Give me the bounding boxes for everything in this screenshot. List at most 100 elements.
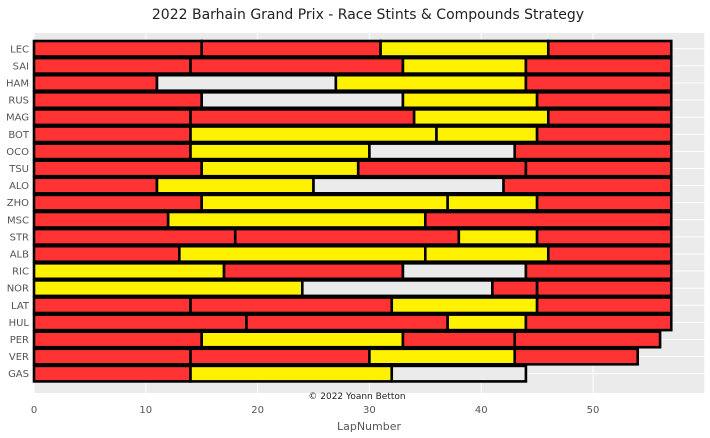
stint-bar-lat-2 bbox=[189, 296, 394, 315]
stint-bar-msc-2 bbox=[166, 210, 427, 229]
stint-bar-ver-2 bbox=[189, 347, 371, 366]
y-tick-label-nor: NOR bbox=[7, 284, 29, 295]
stint-bar-sai-4 bbox=[524, 56, 673, 75]
stint-bar-nor-1 bbox=[32, 279, 304, 298]
stint-bar-ham-3 bbox=[334, 73, 528, 92]
x-tick-label: 30 bbox=[363, 405, 376, 416]
stint-bar-mag-4 bbox=[546, 108, 673, 127]
y-tick-label-rus: RUS bbox=[8, 96, 29, 107]
stint-bar-rus-2 bbox=[200, 91, 405, 110]
y-tick-labels: LEC SAI HAM RUS MAG BOT OCO TSU ALO ZHO MSC STR ALB R… bbox=[6, 44, 30, 380]
x-tick-label: 50 bbox=[587, 405, 600, 416]
y-tick-label-ric: RIC bbox=[12, 267, 29, 278]
x-tick-labels: 0 10 20 30 40 50 bbox=[31, 405, 600, 416]
stint-bar-hul-2 bbox=[245, 313, 449, 332]
stint-bar-msc-3 bbox=[423, 210, 673, 229]
y-tick-label-oco: OCO bbox=[6, 147, 29, 158]
stint-bar-mag-2 bbox=[189, 108, 416, 127]
stint-bar-per-4 bbox=[513, 330, 662, 349]
y-tick-label-sai: SAI bbox=[13, 61, 29, 72]
y-tick-label-mag: MAG bbox=[6, 113, 29, 124]
stint-bar-alo-2 bbox=[155, 176, 315, 195]
stint-bar-nor-4 bbox=[535, 279, 673, 298]
stint-bar-ver-4 bbox=[513, 347, 640, 366]
y-tick-label-msc: MSC bbox=[7, 215, 29, 226]
x-axis-label: LapNumber bbox=[337, 420, 402, 433]
stint-bar-lat-1 bbox=[32, 296, 192, 315]
stint-bar-mag-3 bbox=[412, 108, 550, 127]
stint-bar-hul-1 bbox=[32, 313, 248, 332]
stint-bar-bot-4 bbox=[535, 125, 673, 144]
stint-bar-oco-4 bbox=[513, 142, 673, 161]
stint-bar-ric-3 bbox=[401, 261, 528, 281]
stint-bar-str-2 bbox=[233, 227, 461, 246]
stint-bar-bot-1 bbox=[32, 125, 192, 144]
stint-bar-mag-1 bbox=[32, 108, 192, 127]
stint-bar-sai-2 bbox=[189, 56, 405, 75]
copyright-annotation: © 2022 Yoann Betton bbox=[308, 392, 405, 402]
stint-bar-ver-1 bbox=[32, 347, 192, 366]
stint-bar-bot-3 bbox=[435, 125, 539, 144]
stint-bar-sai-1 bbox=[32, 56, 192, 75]
stint-bar-zho-4 bbox=[535, 193, 673, 212]
y-tick-label-ver: VER bbox=[9, 352, 29, 363]
stint-bar-ric-2 bbox=[222, 261, 405, 281]
stint-bar-ham-1 bbox=[32, 73, 159, 92]
y-tick-label-zho: ZHO bbox=[7, 198, 29, 209]
stint-bar-lec-3 bbox=[379, 39, 550, 58]
stint-bar-ver-3 bbox=[368, 347, 517, 366]
stint-bar-tsu-1 bbox=[32, 159, 203, 178]
stint-bar-gas-2 bbox=[189, 364, 394, 383]
y-tick-label-tsu: TSU bbox=[8, 164, 29, 175]
stint-bar-nor-2 bbox=[301, 279, 494, 298]
stint-bar-tsu-2 bbox=[200, 159, 360, 178]
stint-bar-hul-4 bbox=[524, 313, 673, 332]
stint-bar-alb-2 bbox=[178, 244, 427, 263]
x-tick-label: 10 bbox=[139, 405, 152, 416]
stint-bar-lat-3 bbox=[390, 296, 539, 315]
stint-bar-alo-1 bbox=[32, 176, 159, 195]
stint-bar-per-2 bbox=[200, 330, 405, 349]
stint-bar-str-4 bbox=[535, 227, 673, 246]
stint-bar-alb-3 bbox=[423, 244, 550, 263]
stint-bar-lec-4 bbox=[546, 39, 673, 58]
stint-bar-gas-3 bbox=[390, 364, 528, 383]
stint-bar-bot-2 bbox=[189, 125, 438, 144]
stint-bar-tsu-3 bbox=[356, 159, 528, 178]
x-tick-label: 20 bbox=[251, 405, 264, 416]
stint-bar-alo-3 bbox=[312, 176, 505, 195]
x-tick-label: 0 bbox=[31, 405, 37, 416]
stint-bar-rus-4 bbox=[535, 91, 673, 110]
stint-bar-gas-1 bbox=[32, 364, 192, 383]
stint-bar-ham-4 bbox=[524, 73, 673, 92]
stint-bar-zho-1 bbox=[32, 193, 203, 212]
y-tick-label-lec: LEC bbox=[10, 44, 29, 55]
y-tick-label-gas: GAS bbox=[8, 369, 29, 380]
stint-bars bbox=[32, 39, 673, 383]
y-tick-label-ham: HAM bbox=[6, 78, 29, 89]
stint-bar-nor-3 bbox=[491, 279, 539, 298]
stint-bar-oco-2 bbox=[189, 142, 371, 161]
stint-bar-zho-3 bbox=[446, 193, 539, 212]
stint-bar-rus-1 bbox=[32, 91, 203, 110]
y-tick-label-alb: ALB bbox=[10, 249, 29, 260]
y-tick-label-alo: ALO bbox=[9, 181, 29, 192]
stint-bar-sai-3 bbox=[401, 56, 528, 75]
chart-title: 2022 Barhain Grand Prix - Race Stints & … bbox=[152, 7, 584, 23]
stint-bar-rus-3 bbox=[401, 91, 539, 110]
stint-bar-lec-2 bbox=[200, 39, 382, 58]
stint-bar-lat-4 bbox=[535, 296, 673, 315]
stint-bar-alb-1 bbox=[32, 244, 181, 263]
stint-bar-ric-1 bbox=[32, 261, 226, 281]
stint-bar-hul-3 bbox=[446, 313, 528, 332]
stint-bar-str-1 bbox=[32, 227, 237, 246]
stint-bar-per-3 bbox=[401, 330, 517, 349]
y-tick-label-per: PER bbox=[10, 335, 29, 346]
stint-bar-per-1 bbox=[32, 330, 203, 349]
y-tick-label-bot: BOT bbox=[8, 130, 30, 141]
stint-bar-lec-1 bbox=[32, 39, 203, 58]
y-tick-label-hul: HUL bbox=[9, 318, 30, 329]
stint-bar-zho-2 bbox=[200, 193, 449, 212]
y-tick-label-str: STR bbox=[10, 232, 29, 243]
